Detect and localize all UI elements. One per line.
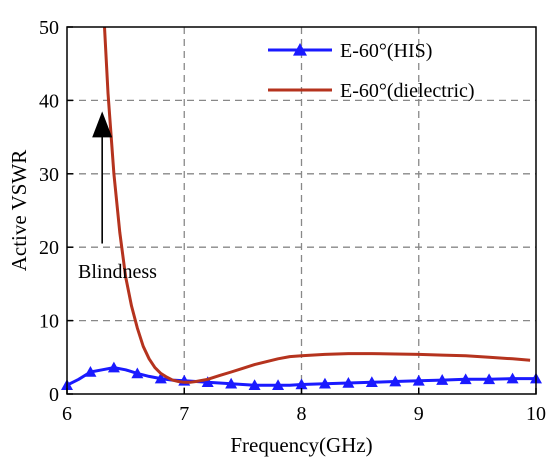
series-marker [272,379,285,390]
y-tick-label: 20 [39,237,59,259]
x-tick-label: 10 [526,403,546,425]
legend-label: E-60°(dielectric) [340,80,475,102]
series-marker [201,376,214,388]
series-marker [365,376,378,388]
series-marker [483,373,496,385]
series-marker [84,365,97,377]
series-line [103,26,531,384]
series-marker [225,377,238,389]
series-marker [295,378,308,390]
series-marker [248,379,261,390]
legend: E-60°(HIS) E-60°(dielectric) [268,40,475,102]
x-tick-label: 7 [179,403,189,425]
x-axis-title: Frequency(GHz) [230,433,372,457]
legend-item-1: E-60°(HIS) [268,40,432,62]
series-marker [436,374,449,385]
legend-label: E-60°(HIS) [340,40,432,62]
annotation-label: Blindness [78,261,157,283]
y-axis-title: Active VSWR [7,150,31,272]
y-tick-label: 50 [39,17,59,39]
x-tick-label: 9 [414,403,424,425]
annotation-arrow-head [92,111,113,138]
y-tick-label: 40 [39,90,59,112]
series-marker [131,367,144,379]
x-tick-label: 6 [62,403,72,425]
series-marker [389,375,402,387]
legend-marker [293,43,307,56]
y-tick-label: 10 [39,311,59,333]
series-marker [318,377,331,389]
series-marker [154,372,167,384]
series-marker [412,374,425,386]
series-marker [107,361,120,373]
y-tick-label: 0 [49,384,59,406]
grid-lines [67,27,536,394]
y-tick-label: 30 [39,164,59,186]
series-marker [459,373,472,385]
legend-item-2: E-60°(dielectric) [268,80,475,102]
series-marker [342,376,355,388]
axis-ticks: 6 7 8 9 10 0 10 20 30 40 50 [39,17,546,425]
series-marker [506,372,519,384]
x-tick-label: 8 [297,403,307,425]
annotation-layer: Blindness [78,111,157,283]
series-2 [103,26,531,384]
series-layer [61,26,542,390]
